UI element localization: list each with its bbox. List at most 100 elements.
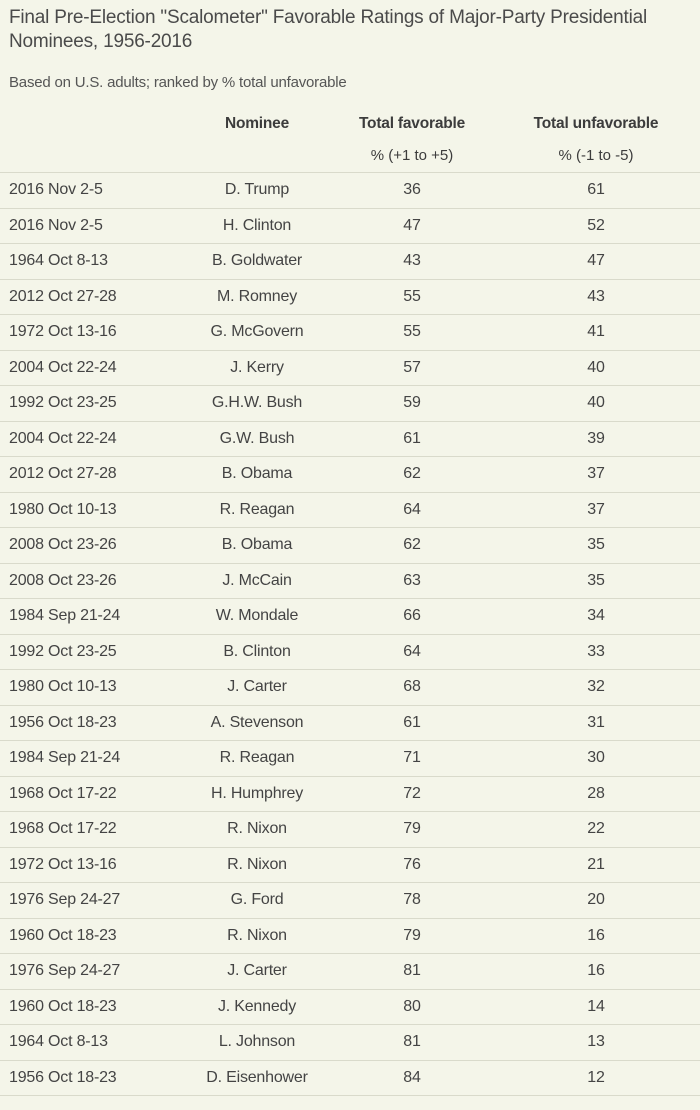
cell-unfavorable: 14 — [492, 989, 700, 1025]
cell-nominee: L. Johnson — [182, 1024, 332, 1061]
cell-unfavorable: 52 — [492, 208, 700, 244]
cell-date: 2008 Oct 23-26 — [0, 563, 182, 599]
cell-favorable: 66 — [332, 598, 492, 635]
cell-nominee: G.W. Bush — [182, 421, 332, 457]
cell-nominee: A. Stevenson — [182, 705, 332, 741]
cell-nominee: R. Nixon — [182, 811, 332, 848]
table-row: 2012 Oct 27-28 M. Romney 55 43 — [0, 279, 700, 315]
cell-favorable: 55 — [332, 314, 492, 351]
table-row: 1964 Oct 8-13 B. Goldwater 43 47 — [0, 243, 700, 280]
cell-nominee: B. Obama — [182, 527, 332, 564]
cell-unfavorable: 35 — [492, 563, 700, 599]
cell-date: 1992 Oct 23-25 — [0, 634, 182, 670]
unit-unfavorable: % (-1 to -5) — [492, 138, 700, 173]
table-row: 1968 Oct 17-22 R. Nixon 79 22 — [0, 811, 700, 848]
cell-nominee: G. McGovern — [182, 314, 332, 351]
cell-favorable: 64 — [332, 492, 492, 528]
cell-unfavorable: 43 — [492, 279, 700, 315]
cell-date: 1984 Sep 21-24 — [0, 598, 182, 635]
cell-nominee: J. Kerry — [182, 350, 332, 386]
cell-nominee: D. Trump — [182, 172, 332, 209]
cell-favorable: 61 — [332, 421, 492, 457]
cell-unfavorable: 35 — [492, 527, 700, 564]
table-row: 2016 Nov 2-5 H. Clinton 47 52 — [0, 208, 700, 244]
cell-unfavorable: 40 — [492, 350, 700, 386]
table-row: 1992 Oct 23-25 B. Clinton 64 33 — [0, 634, 700, 670]
table-title: Final Pre-Election "Scalometer" Favorabl… — [9, 7, 648, 52]
table-row: 1956 Oct 18-23 D. Eisenhower 84 12 — [0, 1060, 700, 1096]
cell-nominee: B. Obama — [182, 456, 332, 493]
cell-date: 1960 Oct 18-23 — [0, 989, 182, 1025]
cell-unfavorable: 40 — [492, 385, 700, 422]
cell-unfavorable: 47 — [492, 243, 700, 280]
table-row: 1980 Oct 10-13 J. Carter 68 32 — [0, 669, 700, 706]
table-row: 1984 Sep 21-24 R. Reagan 71 30 — [0, 740, 700, 777]
cell-nominee: B. Clinton — [182, 634, 332, 670]
cell-favorable: 59 — [332, 385, 492, 422]
cell-nominee: J. Carter — [182, 953, 332, 990]
cell-favorable: 72 — [332, 776, 492, 812]
cell-date: 1964 Oct 8-13 — [0, 243, 182, 280]
cell-nominee: J. Kennedy — [182, 989, 332, 1025]
cell-date: 2012 Oct 27-28 — [0, 456, 182, 493]
cell-unfavorable: 41 — [492, 314, 700, 351]
cell-date: 1984 Sep 21-24 — [0, 740, 182, 777]
cell-unfavorable: 30 — [492, 740, 700, 777]
table-subtitle: Based on U.S. adults; ranked by % total … — [9, 74, 347, 91]
cell-unfavorable: 21 — [492, 847, 700, 883]
table-row: 1964 Oct 8-13 L. Johnson 81 13 — [0, 1024, 700, 1061]
cell-unfavorable: 12 — [492, 1060, 700, 1096]
table-row: 1976 Sep 24-27 J. Carter 81 16 — [0, 953, 700, 990]
cell-date: 1980 Oct 10-13 — [0, 492, 182, 528]
cell-favorable: 61 — [332, 705, 492, 741]
cell-nominee: G. Ford — [182, 882, 332, 919]
cell-favorable: 47 — [332, 208, 492, 244]
cell-favorable: 81 — [332, 1024, 492, 1061]
cell-nominee: D. Eisenhower — [182, 1060, 332, 1096]
cell-favorable: 55 — [332, 279, 492, 315]
table-row: 1976 Sep 24-27 G. Ford 78 20 — [0, 882, 700, 919]
favorability-table: Nominee Total favorable Total unfavorabl… — [0, 110, 700, 1096]
cell-favorable: 84 — [332, 1060, 492, 1096]
cell-unfavorable: 33 — [492, 634, 700, 670]
header-total-unfavorable: Total unfavorable — [533, 115, 659, 132]
cell-date: 1968 Oct 17-22 — [0, 811, 182, 848]
cell-unfavorable: 13 — [492, 1024, 700, 1061]
cell-date: 1992 Oct 23-25 — [0, 385, 182, 422]
cell-favorable: 80 — [332, 989, 492, 1025]
table-row: 1972 Oct 13-16 R. Nixon 76 21 — [0, 847, 700, 883]
cell-nominee: B. Goldwater — [182, 243, 332, 280]
cell-nominee: R. Nixon — [182, 918, 332, 954]
cell-date: 1972 Oct 13-16 — [0, 314, 182, 351]
cell-date: 2004 Oct 22-24 — [0, 350, 182, 386]
cell-favorable: 64 — [332, 634, 492, 670]
cell-unfavorable: 22 — [492, 811, 700, 848]
header-date — [0, 110, 182, 138]
cell-favorable: 57 — [332, 350, 492, 386]
table-row: 2016 Nov 2-5 D. Trump 36 61 — [0, 172, 700, 209]
cell-date: 1980 Oct 10-13 — [0, 669, 182, 706]
cell-favorable: 79 — [332, 811, 492, 848]
table-row: 1960 Oct 18-23 J. Kennedy 80 14 — [0, 989, 700, 1025]
header-total-favorable: Total favorable — [358, 115, 466, 132]
cell-date: 1956 Oct 18-23 — [0, 1060, 182, 1096]
cell-favorable: 79 — [332, 918, 492, 954]
cell-favorable: 68 — [332, 669, 492, 706]
cell-favorable: 36 — [332, 172, 492, 209]
cell-date: 1976 Sep 24-27 — [0, 953, 182, 990]
cell-nominee: J. McCain — [182, 563, 332, 599]
cell-unfavorable: 37 — [492, 456, 700, 493]
cell-date: 2012 Oct 27-28 — [0, 279, 182, 315]
header-nominee: Nominee — [224, 115, 290, 132]
table-row: 2004 Oct 22-24 J. Kerry 57 40 — [0, 350, 700, 386]
cell-date: 2016 Nov 2-5 — [0, 172, 182, 209]
cell-nominee: R. Reagan — [182, 492, 332, 528]
cell-date: 2016 Nov 2-5 — [0, 208, 182, 244]
cell-date: 1976 Sep 24-27 — [0, 882, 182, 919]
table-row: 2008 Oct 23-26 J. McCain 63 35 — [0, 563, 700, 599]
table-row: 1960 Oct 18-23 R. Nixon 79 16 — [0, 918, 700, 954]
cell-date: 1956 Oct 18-23 — [0, 705, 182, 741]
cell-favorable: 62 — [332, 456, 492, 493]
cell-nominee: J. Carter — [182, 669, 332, 706]
